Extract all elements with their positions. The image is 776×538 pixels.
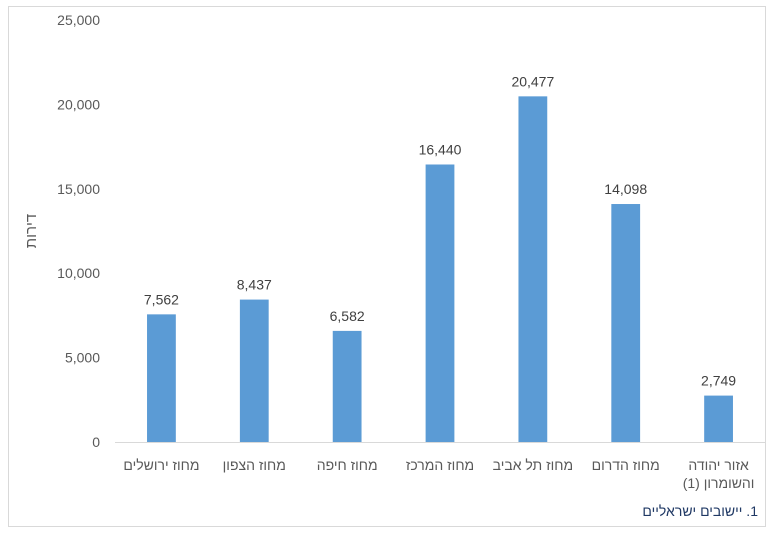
bar [704, 395, 733, 442]
data-label: 8,437 [237, 277, 272, 293]
bar [239, 299, 269, 442]
y-tick-label: 5,000 [65, 350, 100, 366]
bar [611, 204, 641, 442]
y-tick-label: 20,000 [57, 96, 100, 112]
data-label: 2,749 [701, 373, 736, 389]
bar [147, 314, 176, 442]
x-tick-label: מחוז המרכז [406, 457, 474, 473]
bar [518, 96, 548, 443]
y-tick-label: 25,000 [57, 12, 100, 28]
data-label: 14,098 [604, 181, 647, 197]
x-tick-label: מחוז הדרום [592, 457, 660, 473]
y-tick-label: 15,000 [57, 181, 100, 197]
x-tick-label: מחוז חיפה [317, 457, 378, 473]
x-tick-label: מחוז תל אביב [493, 457, 573, 473]
y-tick-label: 10,000 [57, 265, 100, 281]
bar [332, 330, 362, 442]
data-label: 7,562 [144, 291, 179, 307]
bar [425, 164, 455, 442]
x-tick-label: מחוז הצפון [223, 457, 286, 473]
x-tick-label: והשומרון (1) [683, 475, 755, 491]
x-tick-label: מחוז ירושלים [123, 457, 199, 473]
y-axis-title: דירות [23, 214, 40, 248]
footnote: 1. יישובים ישראליים [642, 503, 758, 519]
data-label: 6,582 [330, 308, 365, 324]
y-tick-label: 0 [92, 434, 100, 450]
data-label: 16,440 [419, 141, 462, 157]
x-tick-label: אזור יהודה [688, 457, 749, 473]
data-label: 20,477 [511, 73, 554, 89]
